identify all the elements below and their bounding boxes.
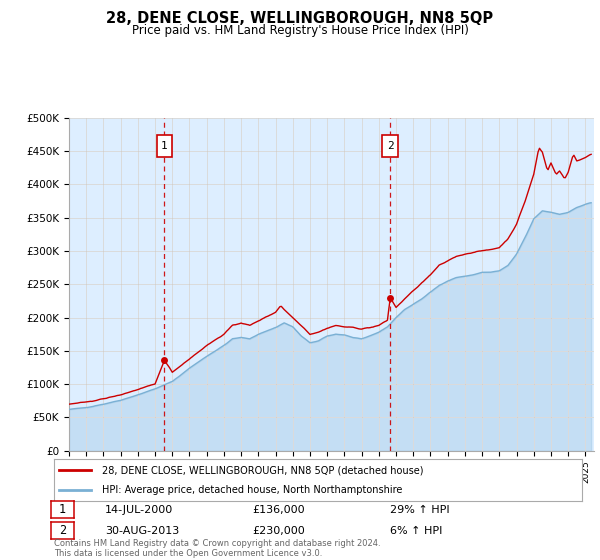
Text: 28, DENE CLOSE, WELLINGBOROUGH, NN8 5QP (detached house): 28, DENE CLOSE, WELLINGBOROUGH, NN8 5QP … <box>101 465 423 475</box>
Text: 14-JUL-2000: 14-JUL-2000 <box>105 505 173 515</box>
Text: HPI: Average price, detached house, North Northamptonshire: HPI: Average price, detached house, Nort… <box>101 486 402 495</box>
Text: 1: 1 <box>161 141 168 151</box>
Text: 28, DENE CLOSE, WELLINGBOROUGH, NN8 5QP: 28, DENE CLOSE, WELLINGBOROUGH, NN8 5QP <box>106 11 494 26</box>
Text: £136,000: £136,000 <box>252 505 305 515</box>
Text: 1: 1 <box>59 503 66 516</box>
Bar <box>382 136 398 157</box>
Text: 2: 2 <box>387 141 394 151</box>
Text: 30-AUG-2013: 30-AUG-2013 <box>105 526 179 536</box>
Bar <box>157 136 172 157</box>
Text: Contains HM Land Registry data © Crown copyright and database right 2024.
This d: Contains HM Land Registry data © Crown c… <box>54 539 380 558</box>
Text: 29% ↑ HPI: 29% ↑ HPI <box>390 505 449 515</box>
Text: £230,000: £230,000 <box>252 526 305 536</box>
Text: 6% ↑ HPI: 6% ↑ HPI <box>390 526 442 536</box>
Text: 2: 2 <box>59 524 66 538</box>
Text: Price paid vs. HM Land Registry's House Price Index (HPI): Price paid vs. HM Land Registry's House … <box>131 24 469 36</box>
